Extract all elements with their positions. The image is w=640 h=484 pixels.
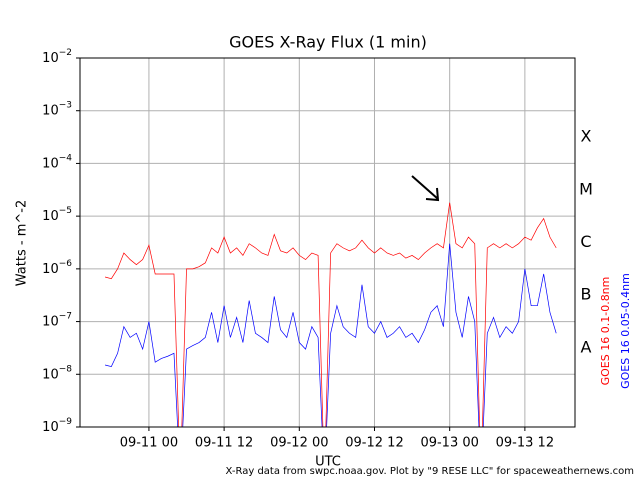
series-line [104,202,557,427]
x-tick-label: 09-11 00 [120,436,178,451]
chart-title: GOES X-Ray Flux (1 min) [229,33,427,52]
annotation-arrow [411,175,440,202]
x-tick-label: 09-12 12 [345,436,403,451]
y-tick-label: 10−7 [42,311,72,329]
x-tick-label: 09-13 00 [420,436,478,451]
y-tick-label: 10−9 [42,417,72,435]
y-tick-label: 10−2 [42,48,72,66]
flare-class-label: M [579,179,593,198]
plot-frame [79,57,576,428]
x-tick-label: 09-11 12 [195,436,253,451]
series-line [104,243,557,427]
flare-class-label: B [581,285,592,304]
x-axis-label: UTC [315,455,341,470]
flare-class-label: A [581,337,592,356]
x-tick-label: 09-13 12 [496,436,554,451]
flare-class-label: X [581,127,592,146]
y-tick-label: 10−5 [42,206,72,224]
flare-class-label: C [580,232,591,251]
y-axis-label: Watts - m^-2 [15,200,30,286]
y-tick-label: 10−3 [42,100,72,118]
labels: 09-11 00 09-11 12 09-12 00 09-12 12 09-13 00… [42,48,632,451]
footer: X-Ray data from swpc.noaa.gov. Plot by "… [226,466,634,477]
legend-label: GOES 16 0.1-0.8nm [599,277,612,386]
x-tick-label: 09-12 00 [270,436,328,451]
y-tick-label: 10−8 [42,364,72,382]
y-tick-label: 10−6 [42,258,72,276]
y-tick-label: 10−4 [42,153,72,171]
legend-label: GOES 16 0.05-0.4nm [619,273,632,389]
plot-lines [104,202,557,427]
